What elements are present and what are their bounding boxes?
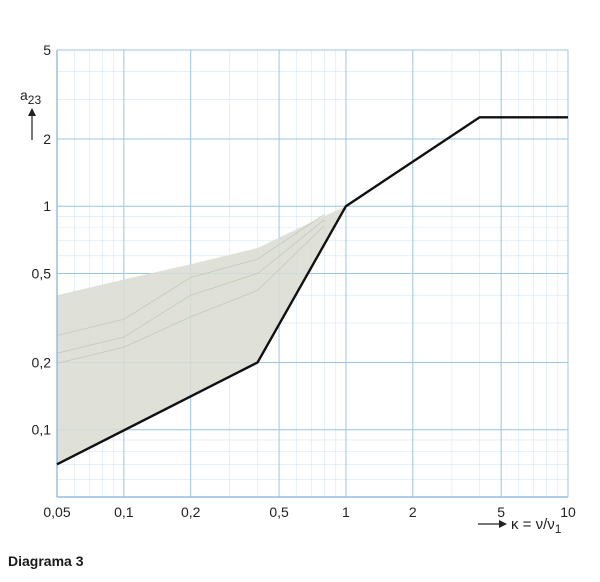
y-axis-label: a23 [20,87,41,107]
y-tick-label: 2 [43,131,51,147]
series-line [56,116,568,466]
shaded-area [56,206,346,465]
x-axis-label: κ = ν/ν1 [511,516,562,536]
y-axis-arrow-head [28,108,36,116]
shaded-contour [56,213,325,336]
y-tick-label: 1 [43,198,51,214]
x-tick-label: 5 [497,504,505,520]
series [56,116,568,466]
x-tick-label: 2 [409,504,417,520]
tick-labels: 0,05 0,1 0,2 0,5 1 2 5 10 0,1 0,2 0,5 1 2 5 [32,42,576,520]
axes [56,50,568,498]
x-tick-label: 1 [342,504,350,520]
x-tick-label: 0,5 [269,504,289,520]
y-tick-label: 0,5 [32,266,52,282]
y-tick-label: 5 [43,42,51,58]
y-tick-label: 0,1 [32,422,52,438]
x-tick-label: 0,1 [114,504,134,520]
x-tick-label: 0,05 [43,504,70,520]
x-tick-label: 0,2 [181,504,201,520]
shaded-contour [56,225,325,364]
y-tick-label: 0,2 [32,354,52,370]
shaded-region [57,206,346,465]
x-axis-arrow-head [499,520,507,528]
axis-labels: a23 κ = ν/ν1 [20,87,562,536]
shaded-contour [56,219,325,354]
figure-caption: Diagrama 3 [8,553,84,569]
x-tick-label: 10 [560,504,576,520]
